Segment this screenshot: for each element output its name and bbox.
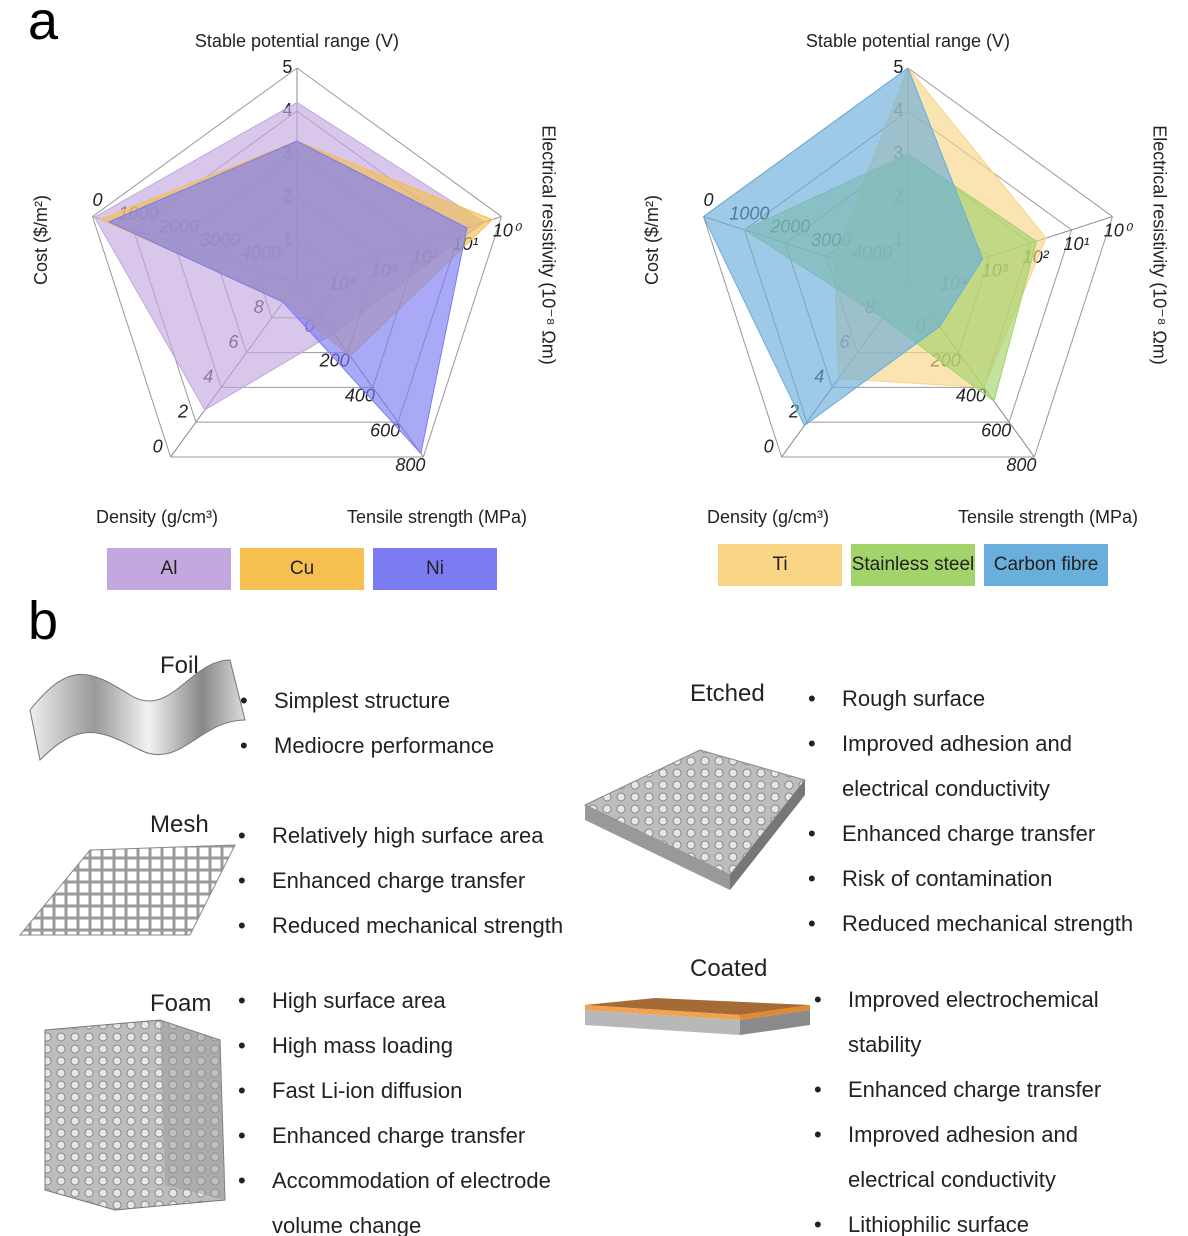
legend-entry: Ni: [373, 548, 497, 590]
bullet: Relatively high surface area: [238, 813, 568, 858]
panel-label: b: [28, 591, 59, 651]
grid-line: [422, 216, 502, 458]
tick-label: 600: [370, 420, 400, 440]
foam-image: [44, 1019, 226, 1211]
bullet-list: Improved electrochemical stabilityEnhanc…: [814, 977, 1144, 1236]
legend-entry: Al: [107, 548, 231, 590]
structure-name: Foam: [150, 990, 212, 1017]
tick-label: 2: [177, 401, 188, 421]
tick-label: 0: [764, 436, 774, 456]
bullet-list: Rough surfaceImproved adhesion and elect…: [808, 676, 1138, 946]
bullet: Reduced mechanical strength: [808, 901, 1138, 946]
foil-image: [29, 659, 246, 762]
bullet: Improved electrochemical stability: [814, 977, 1144, 1067]
grid-line: [1033, 216, 1113, 458]
bullet: High surface area: [238, 978, 568, 1023]
legend-entry: Stainless steel: [851, 544, 975, 586]
legend-entry: Ti: [718, 544, 842, 586]
grid-line: [907, 67, 1113, 217]
tick-label: 400: [956, 386, 986, 406]
tick-label: 0: [153, 436, 163, 456]
bullet: Improved adhesion and electrical conduct…: [808, 721, 1138, 811]
tick-label: 10⁰: [493, 221, 523, 241]
bullet-list: High surface areaHigh mass loadingFast L…: [238, 978, 568, 1236]
grid-line: [92, 216, 172, 458]
bullet: Rough surface: [808, 676, 1138, 721]
axis-label: Tensile strength (MPa): [347, 507, 527, 527]
structure-name: Mesh: [150, 811, 209, 838]
bullet: Simplest structure: [240, 678, 570, 723]
bullet: Improved adhesion and electrical conduct…: [814, 1112, 1144, 1202]
axis-label: Electrical resistivity (10⁻⁸ Ωm): [1149, 125, 1169, 365]
grid-line: [92, 67, 298, 217]
bullet: Fast Li-ion diffusion: [238, 1068, 568, 1113]
bullet: Mediocre performance: [240, 723, 570, 768]
legend-entry: Cu: [240, 548, 364, 590]
series-area: [702, 67, 984, 427]
etched-image: [583, 749, 806, 890]
legend-entry: Carbon fibre: [984, 544, 1108, 586]
bullet: Lithiophilic surface: [814, 1202, 1144, 1236]
bullet: Enhanced charge transfer: [814, 1067, 1144, 1112]
tick-label: 10⁰: [1104, 221, 1134, 241]
bullet: Risk of contamination: [808, 856, 1138, 901]
tick-label: 600: [981, 420, 1011, 440]
mesh-image: [18, 844, 236, 936]
axis-label: Electrical resistivity (10⁻⁸ Ωm): [538, 125, 558, 365]
structure-name: Coated: [690, 955, 768, 982]
bullet: High mass loading: [238, 1023, 568, 1068]
bullet: Enhanced charge transfer: [808, 811, 1138, 856]
radar-charts: 1234510⁴10³10²10¹10⁰02004006008008642040…: [31, 31, 1170, 527]
tick-label: 5: [893, 57, 903, 77]
grid-line: [296, 67, 502, 217]
bullet-list: Simplest structureMediocre performance: [240, 678, 570, 768]
tick-label: 2: [788, 401, 799, 421]
structure-name: Etched: [690, 680, 765, 707]
bullet: Enhanced charge transfer: [238, 1113, 568, 1158]
axis-label: Density (g/cm³): [96, 507, 218, 527]
axis-label: Cost ($/m²): [642, 195, 662, 285]
axis-label: Tensile strength (MPa): [958, 507, 1138, 527]
tick-label: 5: [282, 57, 292, 77]
structure-name: Foil: [160, 652, 199, 679]
axis-label: Cost ($/m²): [31, 195, 51, 285]
tick-label: 0: [703, 190, 713, 210]
axis-label: Density (g/cm³): [707, 507, 829, 527]
axis-label: Stable potential range (V): [195, 31, 399, 51]
tick-label: 800: [1006, 455, 1036, 475]
axis-label: Stable potential range (V): [806, 31, 1010, 51]
bullet-list: Relatively high surface areaEnhanced cha…: [238, 813, 568, 948]
grid-line: [703, 216, 783, 458]
panel-label: a: [28, 0, 59, 51]
bullet: Reduced mechanical strength: [238, 903, 568, 948]
structure-illustrations: [18, 659, 810, 1211]
tick-label: 10¹: [1064, 234, 1090, 254]
bullet: Accommodation of electrode volume change: [238, 1158, 568, 1236]
coated-image: [585, 998, 810, 1035]
bullet: Enhanced charge transfer: [238, 858, 568, 903]
tick-label: 0: [92, 190, 102, 210]
grid-line: [1008, 229, 1073, 423]
tick-label: 800: [395, 455, 425, 475]
series-area: [107, 140, 468, 455]
